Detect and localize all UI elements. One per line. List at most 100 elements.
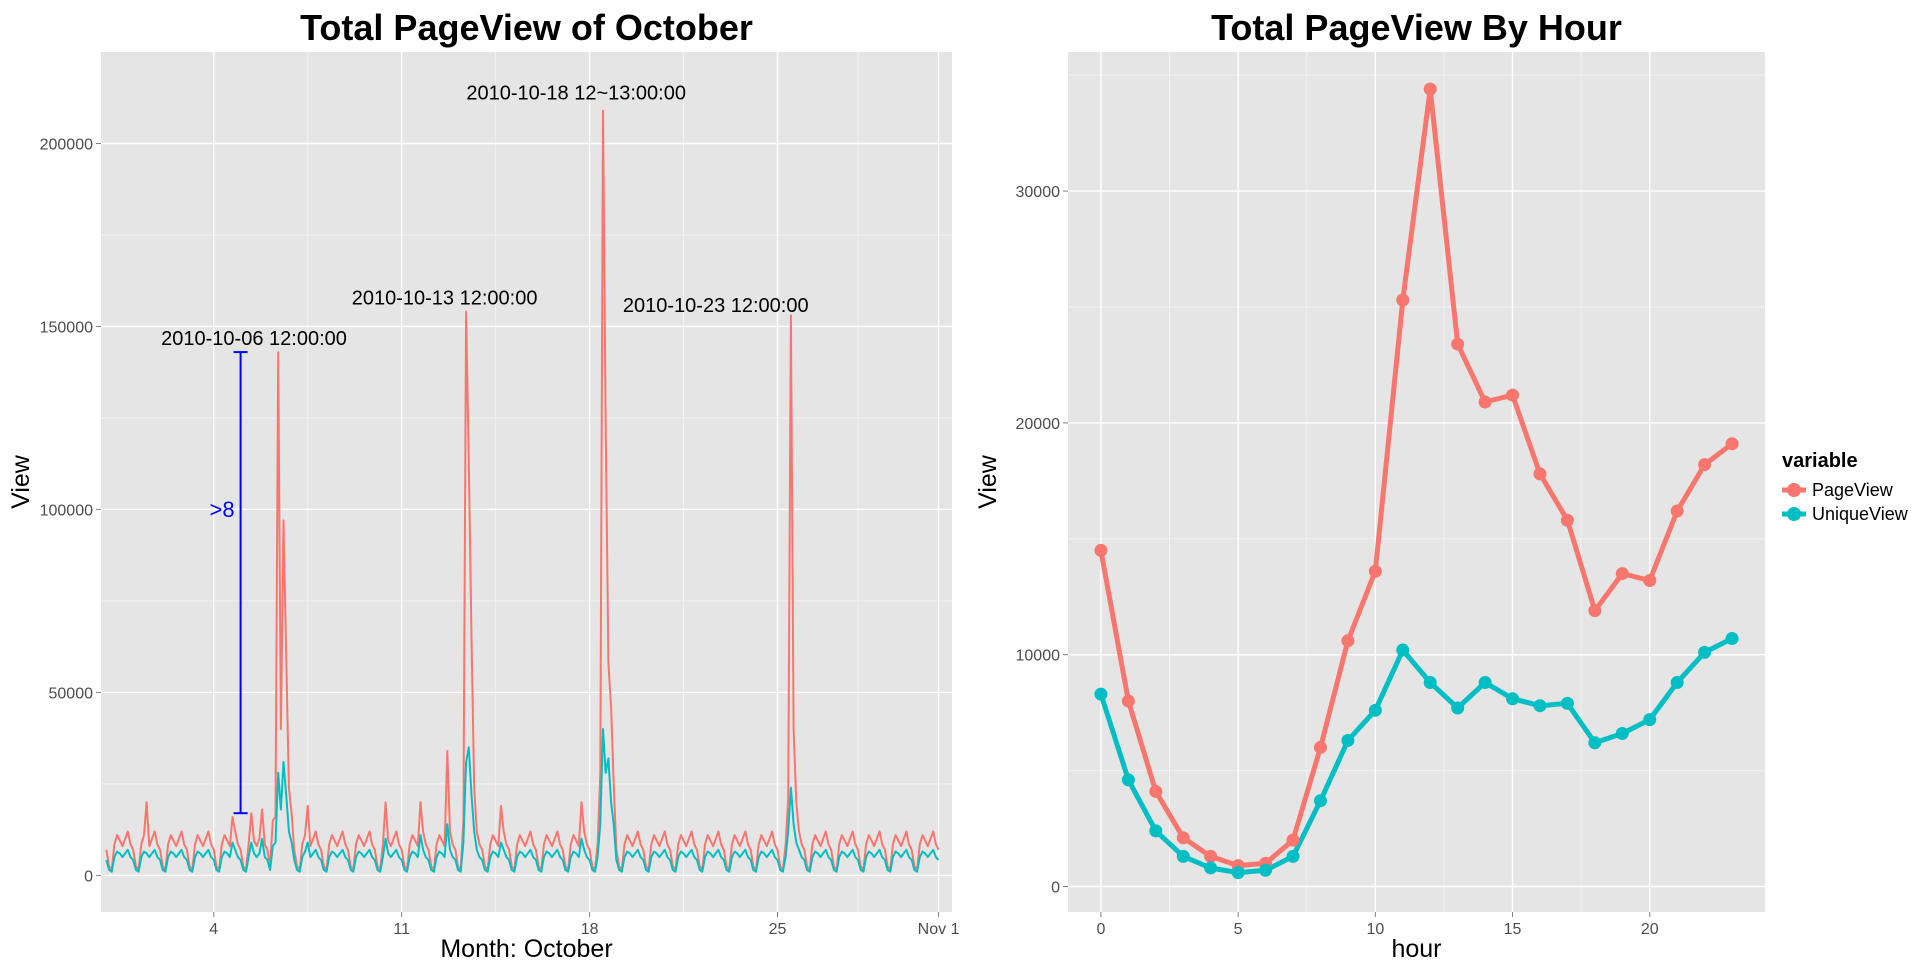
- data-point-pageview: [1396, 293, 1410, 307]
- data-point-uniqueview: [1231, 866, 1245, 880]
- data-point-uniqueview: [1094, 687, 1108, 701]
- data-point-uniqueview: [1341, 733, 1355, 747]
- right-x-axis-title: hour: [1391, 935, 1441, 960]
- x-tick-label: 15: [1504, 921, 1522, 938]
- legend-key-point: [1787, 483, 1801, 497]
- bracket-label: >8: [210, 497, 235, 522]
- data-point-pageview: [1423, 82, 1437, 96]
- left-plot-panel: [101, 52, 952, 912]
- data-point-pageview: [1451, 337, 1465, 351]
- x-tick-label: 20: [1641, 921, 1659, 938]
- y-tick-label: 200000: [40, 136, 93, 153]
- data-point-uniqueview: [1121, 773, 1135, 787]
- data-point-uniqueview: [1725, 631, 1739, 645]
- data-point-pageview: [1560, 513, 1574, 527]
- data-point-pageview: [1313, 740, 1327, 754]
- data-point-uniqueview: [1259, 863, 1273, 877]
- data-point-uniqueview: [1396, 643, 1410, 657]
- data-point-uniqueview: [1451, 701, 1465, 715]
- legend: variable PageView UniqueView: [1782, 450, 1909, 524]
- data-point-uniqueview: [1313, 794, 1327, 808]
- data-point-pageview: [1204, 849, 1218, 863]
- data-point-pageview: [1698, 458, 1712, 472]
- x-tick-label: 18: [581, 921, 599, 938]
- y-tick-label: 100000: [40, 502, 93, 519]
- series-line-pageview: [105, 109, 940, 871]
- right-series-points: [1094, 82, 1739, 880]
- legend-label: UniqueView: [1812, 504, 1909, 524]
- legend-title: variable: [1782, 450, 1858, 472]
- data-point-uniqueview: [1286, 849, 1300, 863]
- data-point-pageview: [1341, 634, 1355, 648]
- y-tick-label: 20000: [1016, 416, 1061, 433]
- annotation-label: 2010-10-06 12:00:00: [161, 328, 347, 350]
- y-tick-label: 150000: [40, 319, 93, 336]
- left-chart-title: Total PageView of October: [300, 7, 753, 48]
- data-point-pageview: [1478, 395, 1492, 409]
- right-chart: 0 5 10 15 20 0 10000 20000 30000 Total PageView…: [974, 7, 1765, 960]
- data-point-uniqueview: [1588, 736, 1602, 750]
- left-x-axis-title: Month: October: [440, 935, 612, 960]
- data-point-uniqueview: [1698, 645, 1712, 659]
- data-point-uniqueview: [1560, 696, 1574, 710]
- right-chart-title: Total PageView By Hour: [1211, 7, 1622, 48]
- left-y-tick-labels: 0 50000 100000 150000 200000: [40, 136, 101, 885]
- y-tick-label: 30000: [1016, 184, 1061, 201]
- series-line-uniqueview: [105, 728, 940, 873]
- data-point-uniqueview: [1506, 692, 1520, 706]
- data-point-pageview: [1506, 388, 1520, 402]
- left-gridlines: [101, 52, 952, 912]
- y-tick-label: 0: [1051, 880, 1060, 897]
- legend-item-pageview: PageView: [1782, 480, 1894, 500]
- data-point-uniqueview: [1533, 699, 1547, 713]
- y-tick-label: 0: [84, 868, 93, 885]
- data-point-uniqueview: [1643, 713, 1657, 727]
- data-point-uniqueview: [1423, 676, 1437, 690]
- annotation-label: 2010-10-18 12~13:00:00: [466, 83, 686, 105]
- data-point-pageview: [1615, 567, 1629, 581]
- left-difference-bracket: >8: [210, 351, 248, 815]
- data-point-pageview: [1533, 467, 1547, 481]
- data-point-pageview: [1121, 694, 1135, 708]
- data-point-uniqueview: [1176, 849, 1190, 863]
- legend-key-point: [1787, 507, 1801, 521]
- annotation-label: 2010-10-23 12:00:00: [623, 295, 809, 317]
- data-point-pageview: [1725, 437, 1739, 451]
- right-y-tick-labels: 0 10000 20000 30000: [1016, 184, 1068, 897]
- right-y-axis-title: View: [974, 454, 1002, 509]
- data-point-uniqueview: [1478, 676, 1492, 690]
- left-x-tick-labels: 4 11 18 25 Nov 1: [209, 912, 960, 938]
- data-point-pageview: [1368, 564, 1382, 578]
- data-point-uniqueview: [1670, 676, 1684, 690]
- data-point-pageview: [1670, 504, 1684, 518]
- x-tick-label: 5: [1234, 921, 1243, 938]
- right-x-tick-labels: 0 5 10 15 20: [1096, 912, 1659, 938]
- x-tick-label: 25: [769, 921, 787, 938]
- data-point-uniqueview: [1149, 824, 1163, 838]
- y-tick-label: 10000: [1016, 648, 1061, 665]
- data-point-pageview: [1149, 784, 1163, 798]
- x-tick-label: 11: [393, 921, 410, 938]
- x-tick-label: 10: [1366, 921, 1384, 938]
- data-point-uniqueview: [1615, 727, 1629, 741]
- x-tick-label: 0: [1096, 921, 1105, 938]
- legend-item-uniqueview: UniqueView: [1782, 504, 1909, 524]
- data-point-uniqueview: [1368, 703, 1382, 717]
- legend-items: PageView UniqueView: [1782, 480, 1909, 524]
- left-y-axis-title: View: [7, 454, 35, 509]
- annotation-label: 2010-10-13 12:00:00: [352, 288, 538, 310]
- y-tick-label: 50000: [49, 685, 94, 702]
- data-point-pageview: [1643, 574, 1657, 588]
- data-point-pageview: [1094, 543, 1108, 557]
- data-point-uniqueview: [1204, 861, 1218, 875]
- left-series-lines: [105, 109, 940, 873]
- x-tick-label: Nov 1: [918, 921, 960, 938]
- x-tick-label: 4: [209, 921, 218, 938]
- data-point-pageview: [1286, 833, 1300, 847]
- data-point-pageview: [1588, 604, 1602, 618]
- data-point-pageview: [1176, 831, 1190, 845]
